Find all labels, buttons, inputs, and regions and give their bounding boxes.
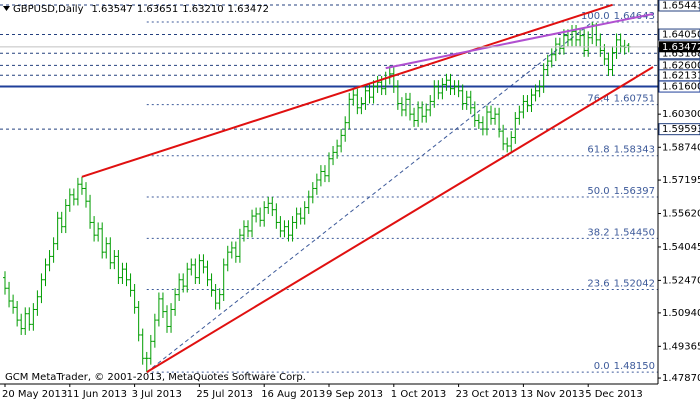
y-tick-label: 1.47870 (662, 373, 700, 384)
fibo-ratio: 50.0 (587, 186, 609, 197)
header-values: 1.63547 1.63651 1.63210 1.63472 (92, 4, 269, 15)
price-axis: 1.60300 1.58740 1.57195 1.55620 1.54045 1.524… (658, 0, 700, 384)
fibo-price: 1.52042 (614, 278, 655, 289)
x-tick-label: 16 Aug 2013 (261, 389, 325, 400)
plot-area: 100.0 1.64643 76.41.60751 61.8 1.58343 50.0 1.… (0, 3, 658, 373)
fibo-ratio: 100.0 (581, 11, 610, 22)
x-tick-label: 25 Jul 2013 (196, 389, 253, 400)
header-value: 1.63547 (92, 4, 133, 15)
fibo-price: 1.48150 (614, 361, 655, 372)
y-tick-label: 1.60300 (662, 109, 700, 120)
x-tick-label: 13 Nov 2013 (520, 389, 584, 400)
fibo-label: 23.6 1.52042 (587, 278, 655, 289)
price-box (658, 28, 700, 41)
fibo-ratio: 38.2 (587, 227, 609, 238)
x-tick-label: 11 Jun 2013 (67, 389, 127, 400)
price-box-label: 1.61600 (662, 82, 700, 93)
fibo-ratio: 0.0 (594, 361, 610, 372)
price-box (658, 123, 700, 136)
header-value: 1.63210 (182, 4, 223, 15)
fibo-ratio: 61.8 (587, 145, 609, 156)
trendline (146, 66, 654, 373)
price-box-label: 1.59593 (662, 124, 700, 135)
fibo-price: 1.60751 (614, 94, 655, 105)
y-tick-label: 1.55620 (662, 209, 700, 220)
x-tick-label: 1 Oct 2013 (391, 389, 446, 400)
price-box-label: 1.65443 (662, 1, 700, 12)
fibo-label: 61.8 1.58343 (587, 145, 655, 156)
y-tick-label: 1.49365 (662, 341, 700, 352)
fibo-price: 1.64643 (614, 11, 655, 22)
price-box (658, 80, 700, 93)
y-tick-label: 1.58740 (662, 142, 700, 153)
price-box-label: 1.63168 (662, 48, 700, 59)
price-box-label: 1.62131 (662, 70, 700, 81)
header-value: 1.63651 (137, 4, 178, 15)
fibo-price: 1.58343 (614, 145, 655, 156)
y-tick-label: 1.50940 (662, 308, 700, 319)
chart-header: GBPUSD,Daily 1.63547 1.63651 1.63210 1.63472 (13, 4, 269, 15)
symbol: GBPUSD,Daily (13, 4, 84, 15)
fibo-label: 50.0 1.56397 (587, 186, 655, 197)
x-tick-label: 9 Sep 2013 (326, 389, 383, 400)
fibo-label: 100.0 1.64643 (581, 11, 655, 22)
x-tick-label: 23 Oct 2013 (456, 389, 518, 400)
y-tick-label: 1.52470 (662, 275, 700, 286)
fibo-label: 38.2 1.54450 (587, 227, 655, 238)
symbol-icon (3, 6, 10, 11)
fibo-label: 0.0 1.48150 (594, 361, 655, 372)
x-tick-label: 5 Dec 2013 (585, 389, 643, 400)
fibo-ratio: 23.6 (587, 278, 609, 289)
price-box-label: 1.62600 (662, 60, 700, 71)
fibo-label: 76.41.60751 (587, 94, 655, 105)
fibo-trend (146, 21, 593, 373)
footer: GCM MetaTrader, © 2001-2013, MetaQuotes … (5, 372, 306, 383)
header-value: 1.63472 (228, 4, 269, 15)
last-price-label: 1.63472 (662, 42, 700, 53)
price-box-label: 1.64050 (662, 30, 700, 41)
trendline (81, 3, 613, 178)
last-price-box (659, 41, 700, 53)
y-tick-label: 1.54045 (662, 242, 700, 253)
price-box (658, 0, 700, 12)
y-tick-label: 1.57195 (662, 175, 700, 186)
trendline (385, 12, 654, 70)
x-tick-label: 3 Jul 2013 (132, 389, 182, 400)
x-tick-label: 20 May 2013 (2, 389, 67, 400)
fibo-price: 1.56397 (614, 186, 655, 197)
fibo-price: 1.54450 (614, 227, 655, 238)
